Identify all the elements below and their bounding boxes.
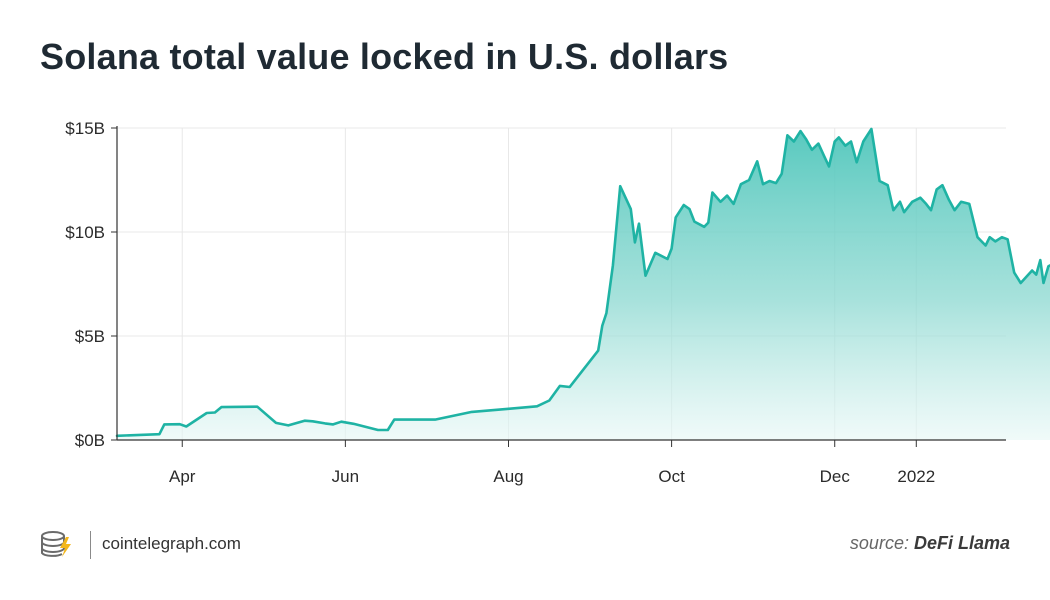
- x-tick-label: Dec: [820, 467, 851, 486]
- x-tick-label: Aug: [493, 467, 523, 486]
- chart-title: Solana total value locked in U.S. dollar…: [40, 36, 729, 77]
- x-tick-label: Oct: [658, 467, 685, 486]
- y-tick-label: $10B: [65, 223, 105, 242]
- source-name: DeFi Llama: [913, 533, 1010, 553]
- footer: cointelegraph.com source: DeFi Llama: [40, 525, 1010, 565]
- cointelegraph-logo-icon: [41, 531, 71, 557]
- footer-divider: [90, 531, 91, 559]
- tvl-series-line: [115, 127, 1050, 438]
- x-tick-label: Apr: [169, 467, 196, 486]
- source-attribution: source: DeFi Llama: [850, 533, 1010, 554]
- brand-text: cointelegraph.com: [102, 534, 241, 553]
- source-prefix: source:: [849, 533, 909, 553]
- y-tick-label: $0B: [75, 431, 105, 450]
- y-tick-label: $15B: [65, 119, 105, 138]
- y-tick-label: $5B: [75, 327, 105, 346]
- x-tick-label: 2022: [897, 467, 935, 486]
- x-tick-label: Jun: [332, 467, 359, 486]
- tick-labels: $0B $5B $10B $15B Apr Jun Aug Oct Dec 2022: [65, 119, 935, 486]
- axes: [111, 126, 1006, 447]
- tvl-area-fill: [117, 129, 1050, 440]
- area-layer: [115, 127, 1050, 440]
